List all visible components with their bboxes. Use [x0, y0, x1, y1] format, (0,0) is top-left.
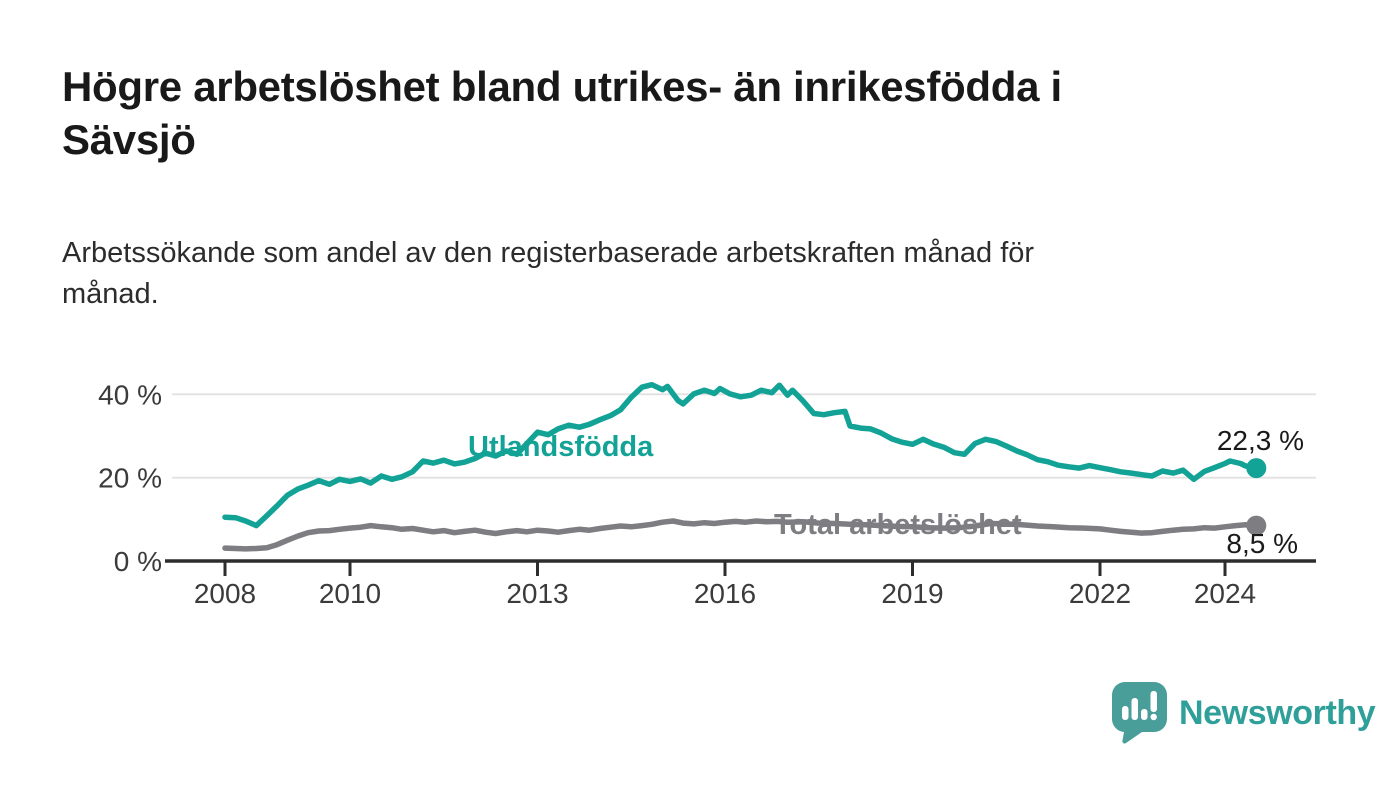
series-end-value-total: 8,5 %	[1226, 528, 1298, 559]
logo-bubble-shape	[1112, 682, 1167, 744]
x-axis-label-2013: 2013	[506, 578, 568, 609]
x-axis-label-2008: 2008	[194, 578, 256, 609]
brand-wordmark: Newsworthy	[1179, 693, 1376, 732]
series-end-value-utlandsfodda: 22,3 %	[1217, 425, 1304, 456]
newsworthy-logo-icon	[1112, 682, 1167, 744]
x-axis-label-2010: 2010	[319, 578, 381, 609]
y-axis-label-20: 20 %	[98, 463, 162, 494]
series-end-dot-utlandsfodda	[1246, 458, 1267, 479]
page-title-line-2: Sävsjö	[62, 116, 196, 163]
x-axis-label-2024: 2024	[1194, 578, 1256, 609]
logo-bar-2	[1131, 698, 1138, 720]
page-subtitle-line-1: Arbetssökande som andel av den registerb…	[62, 237, 1035, 269]
logo-exclamation-dot	[1150, 713, 1157, 721]
x-axis-label-2022: 2022	[1069, 578, 1131, 609]
y-axis-label-0: 0 %	[114, 546, 162, 577]
page-subtitle-line-2: månad.	[62, 278, 159, 310]
page-title-line-1: Högre arbetslöshet bland utrikes- än inr…	[62, 63, 1062, 110]
x-axis-label-2019: 2019	[881, 578, 943, 609]
series-line-utlandsfodda	[222, 381, 1260, 529]
logo-exclamation-bar	[1150, 691, 1157, 712]
series-end-dot-total	[1246, 515, 1267, 536]
logo-bar-1	[1122, 706, 1129, 720]
series-label-total: Total arbetslöshet	[774, 509, 1022, 541]
x-axis-label-2016: 2016	[694, 578, 756, 609]
series-line-total	[222, 518, 1260, 552]
brand-footer: Newsworthy	[1112, 682, 1376, 744]
series-label-utlandsfodda: Utlandsfödda	[468, 431, 654, 463]
page-subtitle: Arbetssökande som andel av den registerb…	[62, 233, 1282, 315]
logo-bar-3	[1141, 709, 1148, 720]
y-axis-label-40: 40 %	[98, 379, 162, 410]
page-title: Högre arbetslöshet bland utrikes- än inr…	[62, 60, 1272, 166]
